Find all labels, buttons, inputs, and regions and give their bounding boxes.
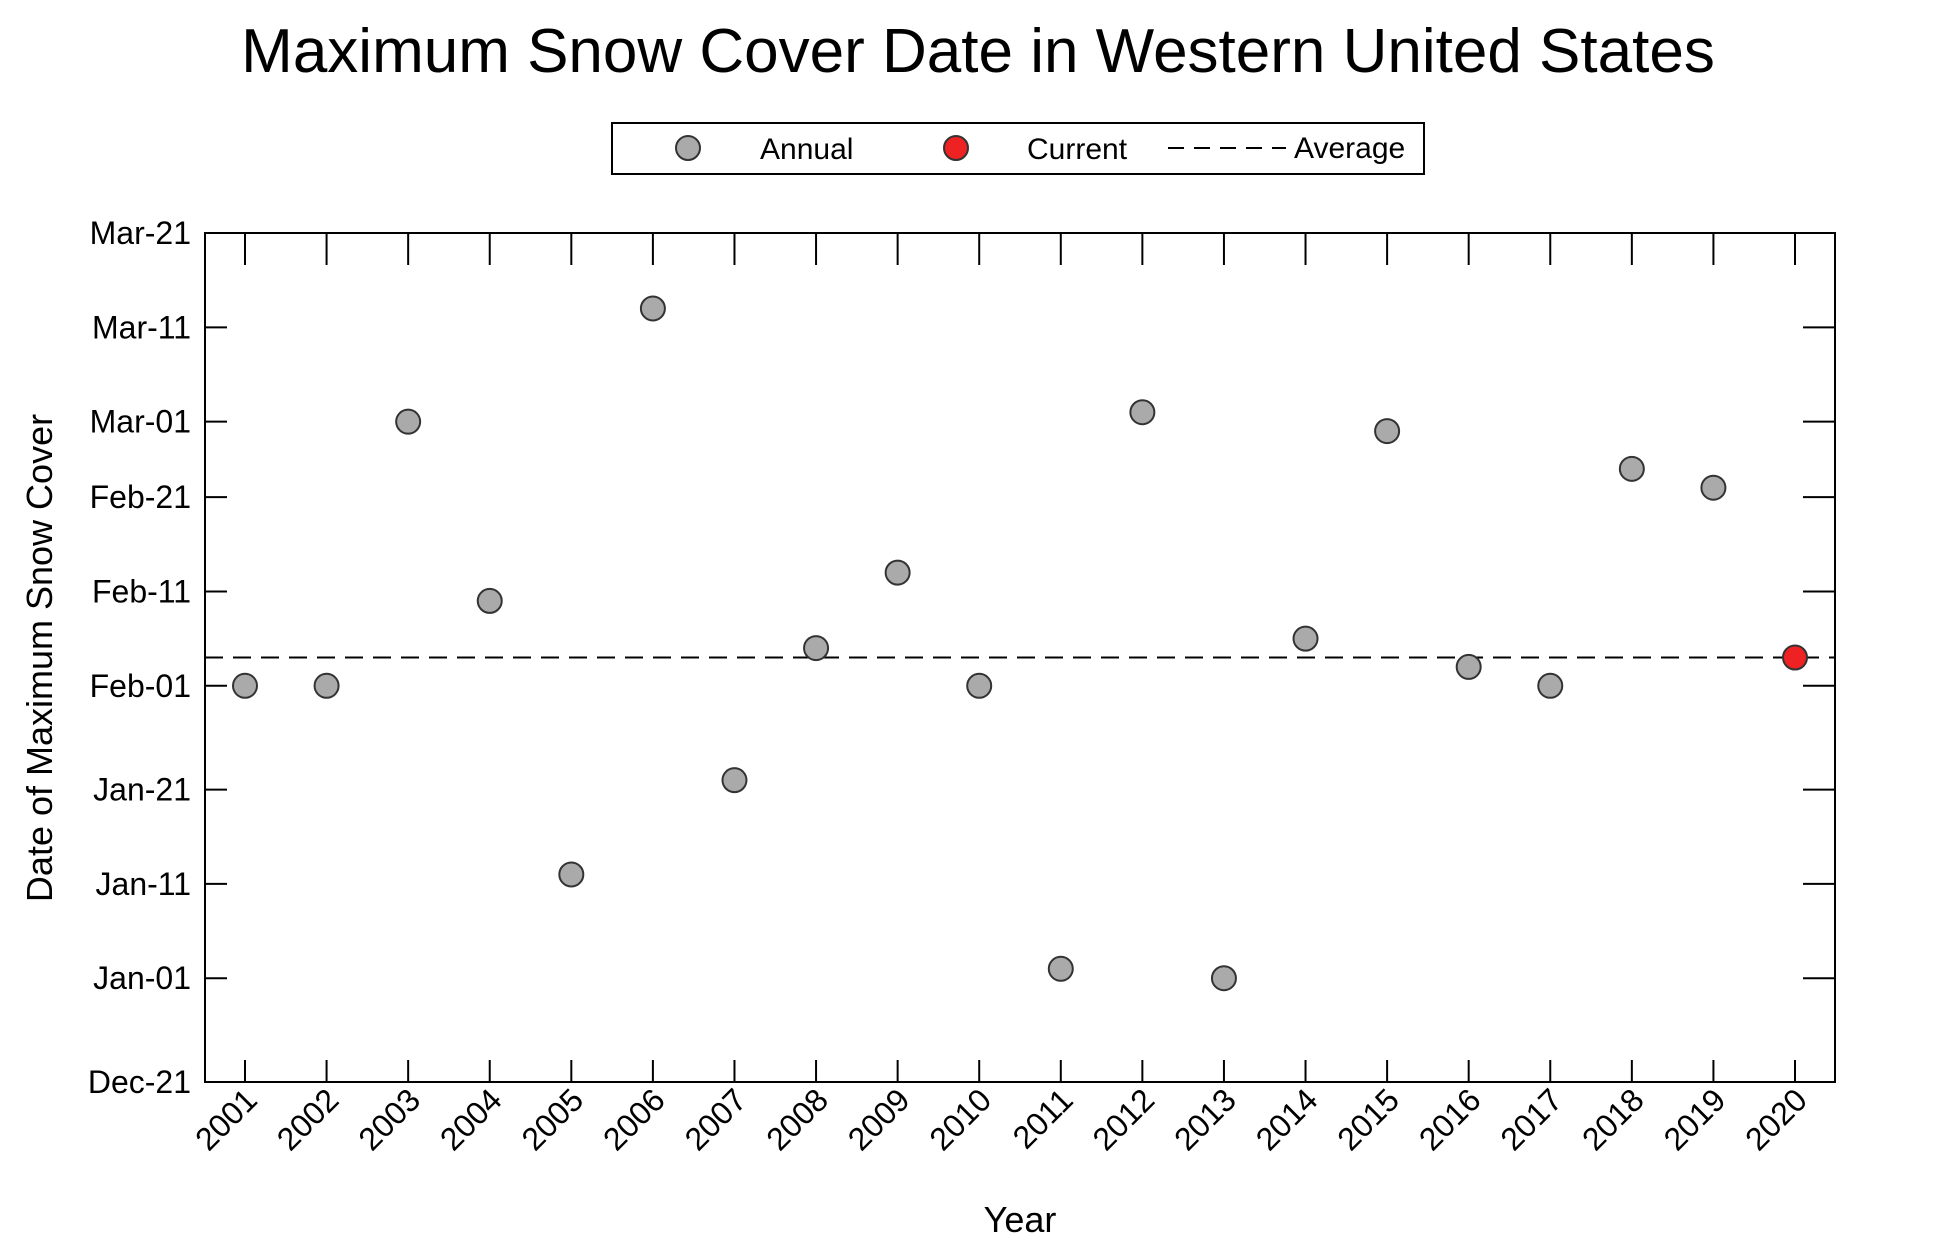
y-tick-label: Mar-21	[90, 215, 191, 251]
annual-point	[313, 672, 340, 699]
annual-point	[1455, 653, 1482, 680]
annual-point	[1210, 965, 1237, 992]
x-tick-label: 2005	[514, 1081, 590, 1157]
y-tick-label: Feb-21	[90, 479, 191, 515]
y-tick-label: Jan-01	[93, 960, 191, 996]
x-tick-label: 2020	[1738, 1081, 1814, 1157]
x-axis-label: Year	[984, 1199, 1057, 1238]
annual-point	[1129, 399, 1156, 426]
annual-point	[1047, 955, 1074, 982]
legend: Annual Current Average	[611, 122, 1425, 175]
x-tick-label: 2015	[1330, 1081, 1406, 1157]
legend-current-marker	[943, 135, 969, 161]
current-point	[1782, 644, 1808, 671]
y-tick-label: Feb-11	[92, 573, 191, 609]
x-tick-label: 2003	[351, 1081, 427, 1157]
legend-average-label: Average	[1294, 132, 1405, 165]
annual-point	[476, 587, 503, 614]
annual-point	[1537, 672, 1564, 699]
y-axis: Dec-21 Jan-01 Jan-11 Jan-21 Feb-01 Feb-11 Feb-…	[88, 215, 1835, 1100]
y-tick-label: Jan-11	[96, 866, 191, 902]
x-tick-label: 2016	[1412, 1081, 1488, 1157]
annual-point	[803, 635, 830, 662]
legend-annual-marker	[675, 135, 701, 161]
x-tick-label: 2007	[678, 1081, 754, 1157]
x-tick-label: 2012	[1086, 1081, 1162, 1157]
annual-point	[1292, 625, 1319, 652]
y-tick-label: Jan-21	[93, 772, 191, 808]
x-tick-label: 2008	[759, 1081, 835, 1157]
annual-point	[884, 559, 911, 586]
annual-point	[395, 408, 422, 435]
x-tick-label: 2006	[596, 1081, 672, 1157]
points-layer	[232, 295, 1808, 992]
annual-point	[1700, 474, 1727, 501]
x-tick-label: 2009	[841, 1081, 917, 1157]
x-tick-label: 2019	[1657, 1081, 1733, 1157]
x-tick-label: 2017	[1493, 1081, 1569, 1157]
x-tick-label: 2011	[1006, 1081, 1080, 1155]
annual-point	[558, 861, 585, 888]
x-tick-label: 2010	[922, 1081, 998, 1157]
x-tick-label: 2001	[188, 1081, 264, 1157]
annual-point	[232, 672, 258, 699]
legend-box	[611, 122, 1425, 175]
x-tick-label: 2014	[1249, 1081, 1325, 1157]
x-tick-label: 2013	[1167, 1081, 1243, 1157]
legend-current-label: Current	[1027, 133, 1128, 166]
y-tick-label: Dec-21	[88, 1064, 191, 1100]
chart-title: Maximum Snow Cover Date in Western Unite…	[241, 17, 1715, 86]
x-tick-label: 2002	[270, 1081, 346, 1157]
x-axis: 2001 2002 2003 2004 2005 2006 2007 2008 2009 2010…	[188, 233, 1814, 1157]
y-axis-label: Date of Maximum Snow Cover	[19, 414, 60, 902]
y-tick-label: Mar-01	[90, 404, 191, 440]
annual-point	[1618, 455, 1645, 482]
annual-point	[639, 295, 666, 322]
x-tick-label: 2018	[1575, 1081, 1651, 1157]
x-tick-label: 2004	[433, 1081, 509, 1157]
legend-annual-label: Annual	[760, 133, 853, 166]
annual-point	[1374, 418, 1401, 445]
y-tick-label: Mar-11	[92, 309, 191, 345]
annual-point	[966, 672, 993, 699]
annual-point	[721, 767, 748, 794]
y-tick-label: Feb-01	[90, 668, 191, 704]
